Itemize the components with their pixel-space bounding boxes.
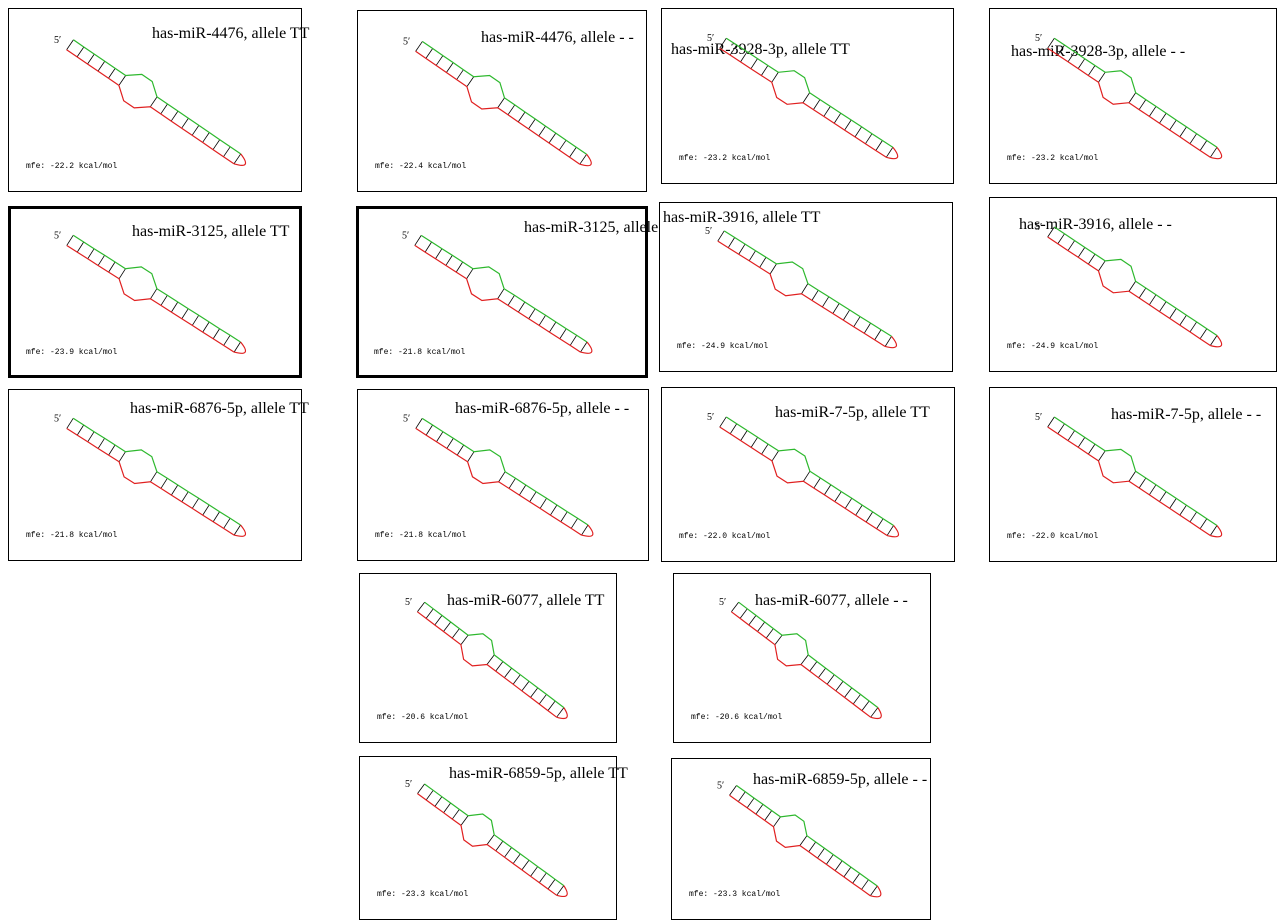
mfe-label: mfe: -20.6 kcal/mol bbox=[377, 713, 468, 722]
five-prime: 5′ bbox=[405, 597, 412, 608]
mfe-label: mfe: -22.2 kcal/mol bbox=[26, 162, 117, 171]
mfe-label: mfe: -23.3 kcal/mol bbox=[689, 890, 780, 899]
structure-panel: has-miR-3125, allele - - mfe: -21.8 kcal/… bbox=[358, 208, 677, 377]
five-prime: 5′ bbox=[54, 413, 61, 424]
five-prime: 5′ bbox=[54, 35, 61, 46]
five-prime: 5′ bbox=[1035, 412, 1042, 423]
mfe-label: mfe: -24.9 kcal/mol bbox=[677, 342, 768, 351]
mfe-label: mfe: -22.0 kcal/mol bbox=[679, 532, 770, 541]
structure-panel: has-miR-6876-5p, allele TT mfe: -21.8 kca… bbox=[9, 390, 310, 561]
structure-panel: has-miR-6876-5p, allele - - mfe: -21.8 kc… bbox=[358, 390, 649, 561]
mfe-label: mfe: -23.2 kcal/mol bbox=[1007, 154, 1098, 163]
panel-title: has-miR-6077, allele TT bbox=[447, 592, 605, 609]
panel-title: has-miR-6876-5p, allele - - bbox=[455, 400, 629, 417]
panel-title: has-miR-6876-5p, allele TT bbox=[130, 400, 309, 417]
five-prime: 5′ bbox=[1035, 222, 1042, 233]
mfe-label: mfe: -21.8 kcal/mol bbox=[374, 348, 465, 357]
five-prime: 5′ bbox=[402, 230, 409, 241]
figure: has-miR-4476, allele TT mfe: -22.2 kcal/m… bbox=[0, 0, 1277, 920]
structure-panel: has-miR-3916, allele - -mfe: -24.9 kcal/… bbox=[990, 198, 1277, 372]
structure-panel: has-miR-6859-5p, allele TT mfe: -23.3 kca… bbox=[360, 757, 629, 920]
structure-panel: has-miR-6077, allele TT mfe: -20.6 kcal/m… bbox=[360, 574, 617, 743]
structure-panel: has-miR-6077, allele - - mfe: -20.6 kcal/… bbox=[674, 574, 931, 743]
five-prime: 5′ bbox=[403, 36, 410, 47]
panel-title: has-miR-4476, allele TT bbox=[152, 25, 310, 42]
five-prime: 5′ bbox=[707, 412, 714, 423]
structure-panel: has-miR-3125, allele TT mfe: -23.9 kcal/m… bbox=[10, 208, 301, 377]
five-prime: 5′ bbox=[1035, 33, 1042, 44]
structure-panel: has-miR-7-5p, allele - - mfe: -22.0 kcal/… bbox=[990, 388, 1277, 562]
panel-title: has-miR-3916, allele TT bbox=[663, 209, 821, 226]
five-prime: 5′ bbox=[707, 33, 714, 44]
five-prime: 5′ bbox=[54, 230, 61, 241]
structure-panel: has-miR-3916, allele TT mfe: -24.9 kcal/m… bbox=[660, 203, 953, 372]
panel-title: has-miR-4476, allele - - bbox=[481, 29, 634, 46]
panel-title: has-miR-6077, allele - - bbox=[755, 592, 908, 609]
five-prime: 5′ bbox=[403, 413, 410, 424]
mfe-label: mfe: -24.9 kcal/mol bbox=[1007, 342, 1098, 351]
mfe-label: mfe: -21.8 kcal/mol bbox=[26, 531, 117, 540]
mfe-label: mfe: -20.6 kcal/mol bbox=[691, 713, 782, 722]
structure-panel: has-miR-3928-3p, allele - - mfe: -23.2 kc… bbox=[990, 9, 1277, 184]
structure-panel: has-miR-4476, allele - - mfe: -22.4 kcal/… bbox=[358, 11, 647, 192]
five-prime: 5′ bbox=[405, 779, 412, 790]
panel-title: has-miR-3928-3p, allele TT bbox=[671, 41, 850, 58]
mfe-label: mfe: -22.0 kcal/mol bbox=[1007, 532, 1098, 541]
panel-title: has-miR-3928-3p, allele - - bbox=[1011, 43, 1185, 60]
five-prime: 5′ bbox=[717, 780, 724, 791]
structure-panel: has-miR-3928-3p, allele TT mfe: -23.2 kca… bbox=[662, 9, 954, 184]
mfe-label: mfe: -22.4 kcal/mol bbox=[375, 162, 466, 171]
panel-title: has-miR-3125, allele - - bbox=[524, 219, 677, 236]
panel-title: has-miR-7-5p, allele - - bbox=[1111, 406, 1261, 423]
panel-title: has-miR-3125, allele TT bbox=[132, 223, 290, 240]
structure-panel: has-miR-7-5p, allele TT mfe: -22.0 kcal/m… bbox=[662, 388, 955, 562]
mfe-label: mfe: -23.2 kcal/mol bbox=[679, 154, 770, 163]
panel-title: has-miR-7-5p, allele TT bbox=[775, 404, 930, 421]
panel-title: has-miR-6859-5p, allele - - bbox=[753, 771, 927, 788]
mfe-label: mfe: -21.8 kcal/mol bbox=[375, 531, 466, 540]
panel-title: has-miR-6859-5p, allele TT bbox=[449, 765, 628, 782]
mfe-label: mfe: -23.3 kcal/mol bbox=[377, 890, 468, 899]
five-prime: 5′ bbox=[719, 597, 726, 608]
structure-panel: has-miR-6859-5p, allele - - mfe: -23.3 kc… bbox=[672, 759, 931, 920]
structure-panel: has-miR-4476, allele TT mfe: -22.2 kcal/m… bbox=[9, 9, 310, 192]
five-prime: 5′ bbox=[705, 226, 712, 237]
mfe-label: mfe: -23.9 kcal/mol bbox=[26, 348, 117, 357]
